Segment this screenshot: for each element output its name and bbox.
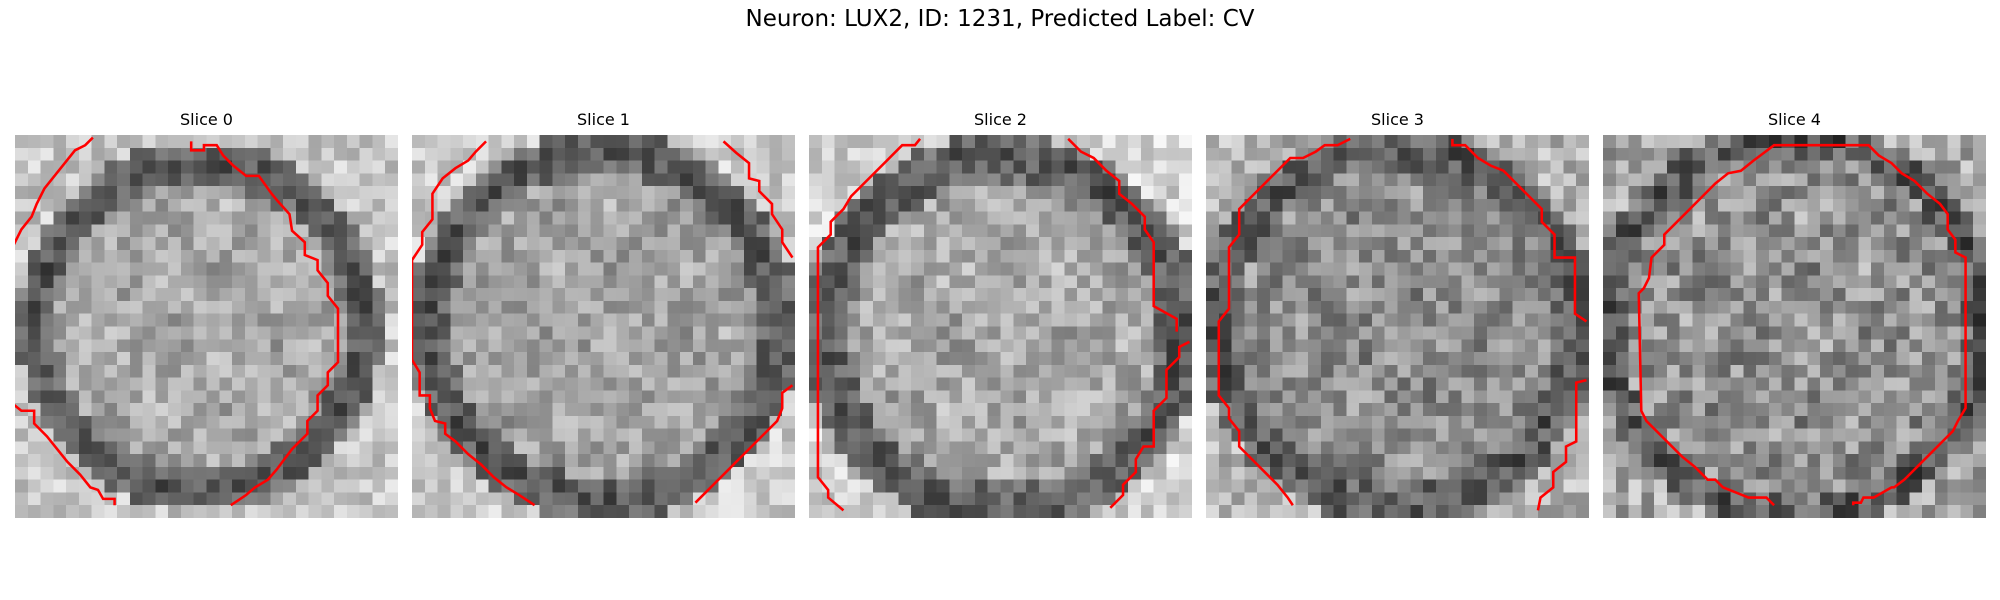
slice-panel-2: Slice 2 <box>809 110 1192 518</box>
slice-title-3: Slice 3 <box>1371 110 1424 129</box>
slice-title-0: Slice 0 <box>180 110 233 129</box>
slice-panel-1: Slice 1 <box>412 110 795 518</box>
contour-line <box>412 140 536 507</box>
contour-line <box>15 136 116 506</box>
contour-line <box>1109 340 1191 509</box>
contour-line <box>816 138 922 512</box>
contour-line <box>1451 138 1588 323</box>
slice-image-4 <box>1603 135 1986 518</box>
slice-image-2 <box>809 135 1192 518</box>
slice-panel-4: Slice 4 <box>1603 110 1986 518</box>
slice-panel-3: Slice 3 <box>1206 110 1589 518</box>
slice-image-0 <box>15 135 398 518</box>
contour-line <box>722 140 794 259</box>
contour-line <box>1536 378 1587 511</box>
contour-line <box>694 384 794 504</box>
contour-line <box>1067 137 1178 332</box>
slice-image-1 <box>412 135 795 518</box>
contour-line <box>189 141 340 507</box>
slice-title-4: Slice 4 <box>1768 110 1821 129</box>
contour-line <box>1637 143 1967 507</box>
slice-panel-0: Slice 0 <box>15 110 398 518</box>
slice-image-3 <box>1206 135 1589 518</box>
slice-title-2: Slice 2 <box>974 110 1027 129</box>
figure-title: Neuron: LUX2, ID: 1231, Predicted Label:… <box>745 6 1255 32</box>
contour-line <box>1217 137 1351 506</box>
slice-title-1: Slice 1 <box>577 110 630 129</box>
